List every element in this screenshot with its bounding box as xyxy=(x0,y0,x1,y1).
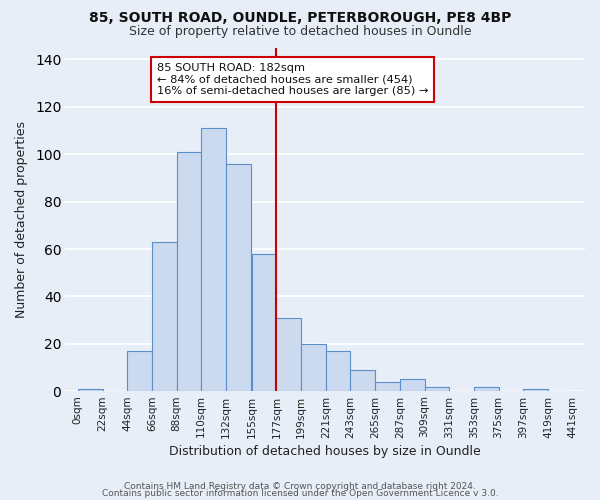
Bar xyxy=(127,351,152,392)
Bar xyxy=(201,128,226,392)
Bar xyxy=(78,389,103,392)
Bar xyxy=(252,254,277,392)
Bar xyxy=(400,380,425,392)
Bar xyxy=(474,386,499,392)
Bar xyxy=(226,164,251,392)
Bar xyxy=(523,389,548,392)
Bar xyxy=(326,351,350,392)
Y-axis label: Number of detached properties: Number of detached properties xyxy=(15,121,28,318)
Bar xyxy=(176,152,201,392)
Text: 85, SOUTH ROAD, OUNDLE, PETERBOROUGH, PE8 4BP: 85, SOUTH ROAD, OUNDLE, PETERBOROUGH, PE… xyxy=(89,11,511,25)
Bar xyxy=(277,318,301,392)
Bar xyxy=(425,386,449,392)
Bar xyxy=(301,344,326,392)
Bar xyxy=(350,370,375,392)
Text: Contains public sector information licensed under the Open Government Licence v : Contains public sector information licen… xyxy=(101,490,499,498)
Text: 85 SOUTH ROAD: 182sqm
← 84% of detached houses are smaller (454)
16% of semi-det: 85 SOUTH ROAD: 182sqm ← 84% of detached … xyxy=(157,63,428,96)
Text: Contains HM Land Registry data © Crown copyright and database right 2024.: Contains HM Land Registry data © Crown c… xyxy=(124,482,476,491)
Bar xyxy=(152,242,176,392)
Text: Size of property relative to detached houses in Oundle: Size of property relative to detached ho… xyxy=(129,25,471,38)
Bar xyxy=(375,382,400,392)
X-axis label: Distribution of detached houses by size in Oundle: Distribution of detached houses by size … xyxy=(169,444,481,458)
